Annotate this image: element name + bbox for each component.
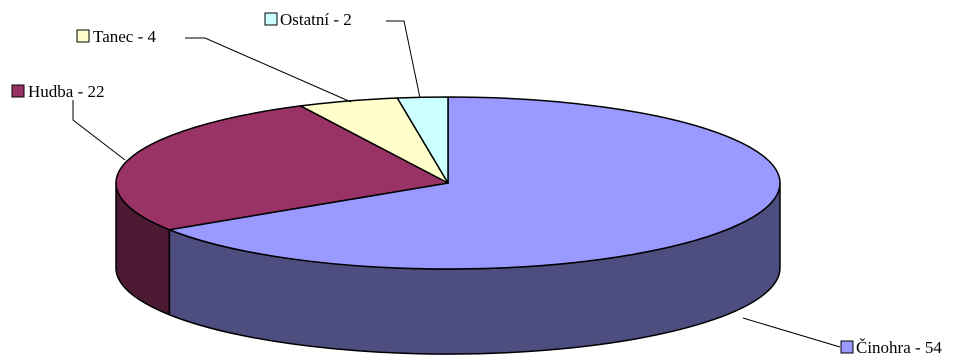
label-text-cinohra: Činohra - 54: [856, 338, 942, 357]
label-tanec: Tanec - 4: [76, 27, 156, 46]
pie-slice-hudba: [115, 105, 449, 231]
label-hudba: Hudba - 22: [11, 82, 104, 101]
legend-swatch-ostatni: [264, 12, 278, 26]
label-cinohra: Činohra - 54: [840, 338, 942, 357]
legend-swatch-cinohra: [840, 340, 854, 354]
leader-line-tanec: [185, 37, 352, 103]
leader-line-cinohra: [742, 317, 841, 348]
legend-swatch-tanec: [76, 29, 90, 43]
legend-swatch-hudba: [11, 84, 25, 98]
label-text-hudba: Hudba - 22: [28, 82, 104, 101]
pie-slice-ostatni: [396, 96, 449, 184]
label-text-tanec: Tanec - 4: [93, 27, 156, 46]
leader-line-hudba: [72, 100, 126, 161]
leader-line-ostatni: [386, 20, 421, 99]
label-ostatni: Ostatní - 2: [264, 10, 352, 29]
label-text-ostatni: Ostatní - 2: [280, 10, 352, 29]
pie-slice-cinohra: [168, 96, 781, 270]
pie-tops: [115, 96, 781, 270]
